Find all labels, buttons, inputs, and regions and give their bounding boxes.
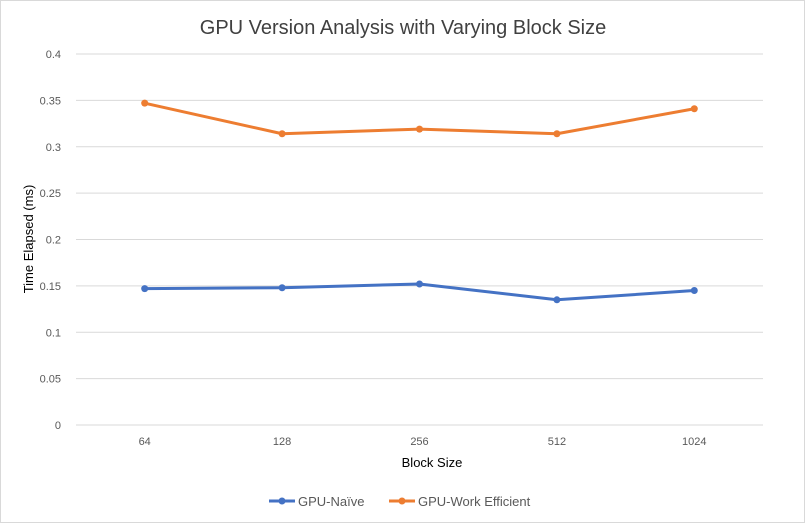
- x-axis-ticks: 64 128 256 512 1024: [139, 436, 707, 448]
- data-point: [553, 296, 561, 304]
- legend-marker: [278, 497, 286, 505]
- data-point: [141, 285, 149, 293]
- y-tick-label: 0.05: [40, 374, 61, 386]
- x-axis-label: Block Size: [402, 455, 463, 470]
- y-tick-label: 0.3: [46, 142, 61, 154]
- gridlines: [76, 53, 763, 426]
- legend-item: GPU-Naïve: [269, 494, 364, 509]
- y-tick-label: 0.35: [40, 95, 61, 107]
- y-tick-label: 0.1: [46, 327, 61, 339]
- data-point: [278, 130, 286, 138]
- legend-item: GPU-Work Efficient: [389, 494, 531, 509]
- y-tick-label: 0.2: [46, 235, 61, 247]
- x-tick-label: 128: [273, 436, 291, 448]
- legend: GPU-Naïve GPU-Work Efficient: [269, 494, 531, 509]
- data-point: [416, 125, 423, 133]
- series-1: [141, 280, 698, 304]
- y-tick-label: 0: [55, 420, 61, 432]
- legend-label: GPU-Naïve: [298, 494, 364, 509]
- data-point: [690, 105, 698, 113]
- data-point: [553, 130, 561, 138]
- data-point: [416, 280, 423, 288]
- series-layer: [141, 99, 698, 304]
- data-point: [278, 284, 286, 292]
- legend-marker: [398, 497, 406, 505]
- y-tick-label: 0.25: [40, 188, 61, 200]
- y-tick-label: 0.4: [46, 49, 61, 61]
- x-tick-label: 1024: [682, 436, 706, 448]
- chart-title: GPU Version Analysis with Varying Block …: [200, 17, 606, 39]
- series-2: [141, 99, 698, 138]
- y-axis-ticks: 0 0.05 0.1 0.15 0.2 0.25 0.3 0.35 0.4: [40, 49, 61, 432]
- x-tick-label: 256: [410, 436, 428, 448]
- data-point: [690, 287, 698, 295]
- legend-label: GPU-Work Efficient: [418, 494, 531, 509]
- x-tick-label: 512: [548, 436, 566, 448]
- data-point: [141, 99, 149, 107]
- y-axis-label: Time Elapsed (ms): [21, 185, 36, 294]
- y-tick-label: 0.15: [40, 281, 61, 293]
- x-tick-label: 64: [139, 436, 151, 448]
